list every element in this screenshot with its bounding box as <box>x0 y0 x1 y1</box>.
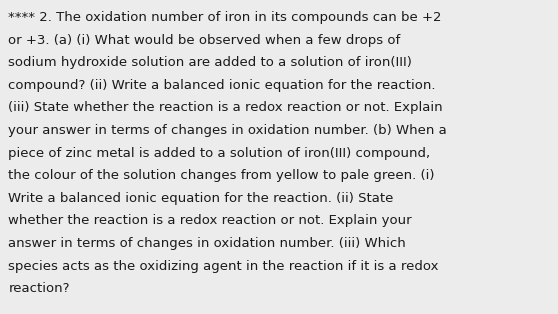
Text: reaction?: reaction? <box>8 282 70 295</box>
Text: or +3. (a) (i) What would be observed when a few drops of: or +3. (a) (i) What would be observed wh… <box>8 34 401 46</box>
Text: your answer in terms of changes in oxidation number. (b) When a: your answer in terms of changes in oxida… <box>8 124 447 137</box>
Text: piece of zinc metal is added to a solution of iron(III) compound,: piece of zinc metal is added to a soluti… <box>8 147 430 160</box>
Text: sodium hydroxide solution are added to a solution of iron(III): sodium hydroxide solution are added to a… <box>8 56 412 69</box>
Text: Write a balanced ionic equation for the reaction. (ii) State: Write a balanced ionic equation for the … <box>8 192 394 205</box>
Text: the colour of the solution changes from yellow to pale green. (i): the colour of the solution changes from … <box>8 169 435 182</box>
Text: species acts as the oxidizing agent in the reaction if it is a redox: species acts as the oxidizing agent in t… <box>8 260 439 273</box>
Text: compound? (ii) Write a balanced ionic equation for the reaction.: compound? (ii) Write a balanced ionic eq… <box>8 79 436 92</box>
Text: (iii) State whether the reaction is a redox reaction or not. Explain: (iii) State whether the reaction is a re… <box>8 101 443 114</box>
Text: **** 2. The oxidation number of iron in its compounds can be +2: **** 2. The oxidation number of iron in … <box>8 11 442 24</box>
Text: answer in terms of changes in oxidation number. (iii) Which: answer in terms of changes in oxidation … <box>8 237 406 250</box>
Text: whether the reaction is a redox reaction or not. Explain your: whether the reaction is a redox reaction… <box>8 214 412 227</box>
